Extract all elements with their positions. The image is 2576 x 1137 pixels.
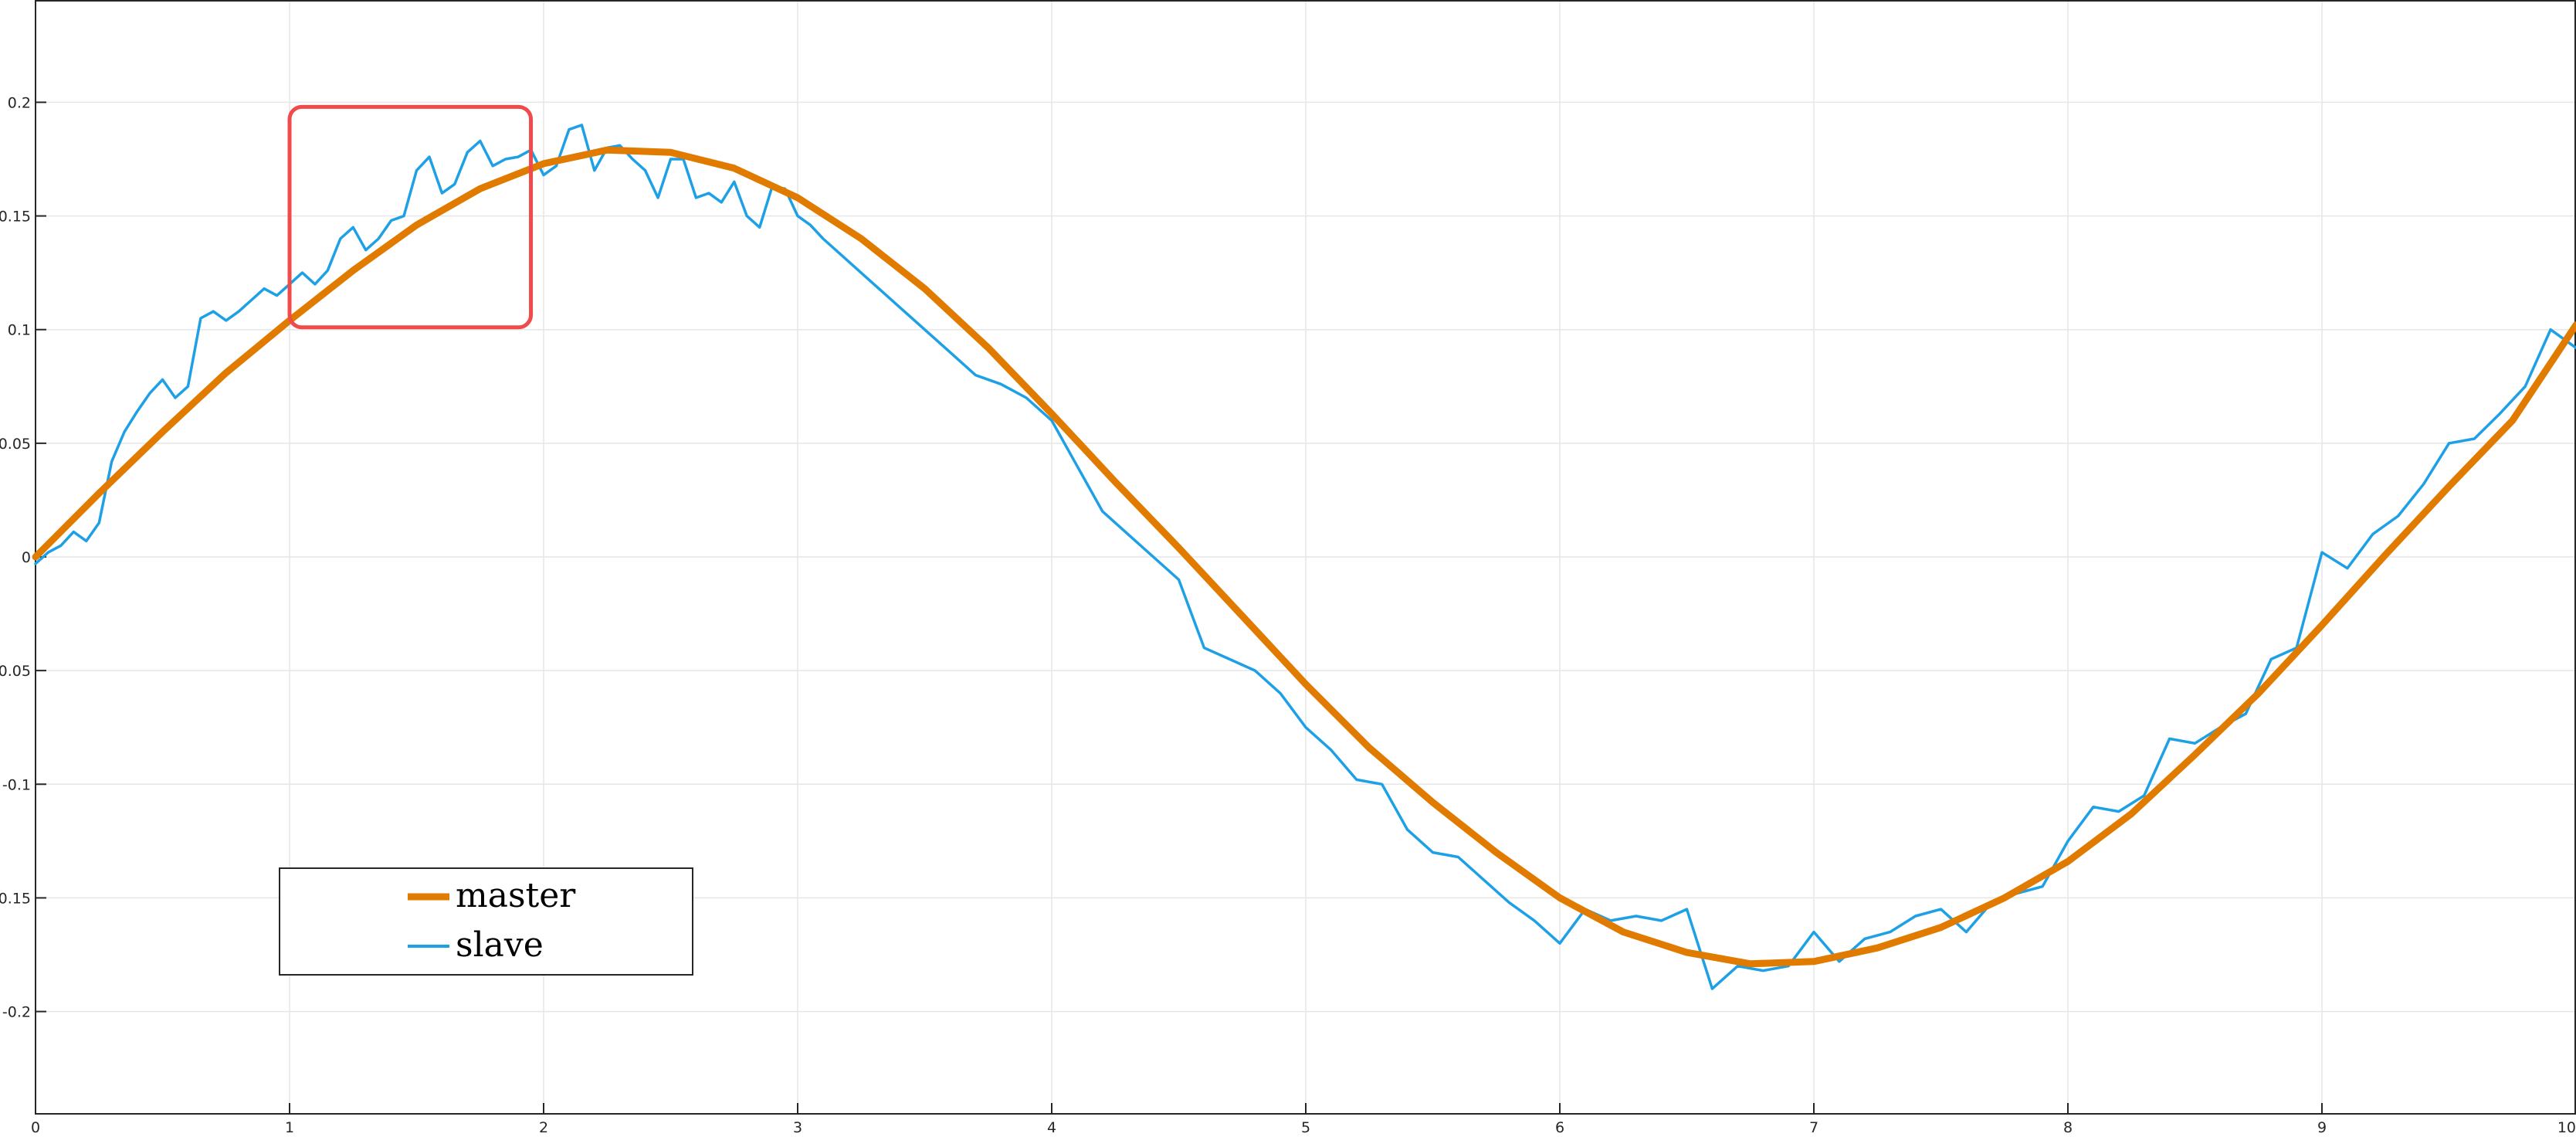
x-tick-label: 3 [793, 1119, 802, 1136]
y-tick-label: 0.2 [8, 94, 31, 111]
y-tick-label: 0.1 [8, 322, 31, 339]
grid-lines [35, 0, 2576, 1114]
y-tick-label: 0.05 [0, 436, 31, 453]
y-tick-label: 0 [22, 549, 31, 566]
x-tick-label: 4 [1047, 1119, 1056, 1136]
x-tick-label: 0 [31, 1119, 40, 1136]
legend-label-master: master [456, 876, 576, 915]
x-tick-label: 2 [539, 1119, 548, 1136]
legend-box [279, 867, 693, 976]
y-tick-label: -0.1 [2, 776, 31, 793]
x-tick-label: 1 [285, 1119, 294, 1136]
x-tick-label: 9 [2317, 1119, 2327, 1136]
series-lines [32, 124, 2576, 990]
annotations [287, 104, 534, 330]
y-tick-label: -0.2 [2, 1004, 31, 1021]
x-tick-label: 7 [1809, 1119, 1818, 1136]
y-tick-label: -0.15 [0, 890, 31, 907]
series-line-master [32, 146, 2576, 968]
y-tick-label: 0.15 [0, 209, 31, 226]
x-tick-label: 6 [1555, 1119, 1564, 1136]
legend: master slave [279, 867, 693, 976]
y-tick-label: -0.05 [0, 663, 31, 680]
highlight-box [287, 104, 534, 330]
x-tick-label: 5 [1301, 1119, 1310, 1136]
tick-labels: 0 1 2 3 4 5 6 7 8 9 10 0.2 0.15 0.1 0.05 0 -0.05 -0.1 -0.1… [0, 94, 2576, 1136]
x-tick-label: 10 [2557, 1119, 2576, 1136]
legend-label-slave: slave [456, 925, 544, 965]
x-tick-label: 8 [2063, 1119, 2073, 1136]
